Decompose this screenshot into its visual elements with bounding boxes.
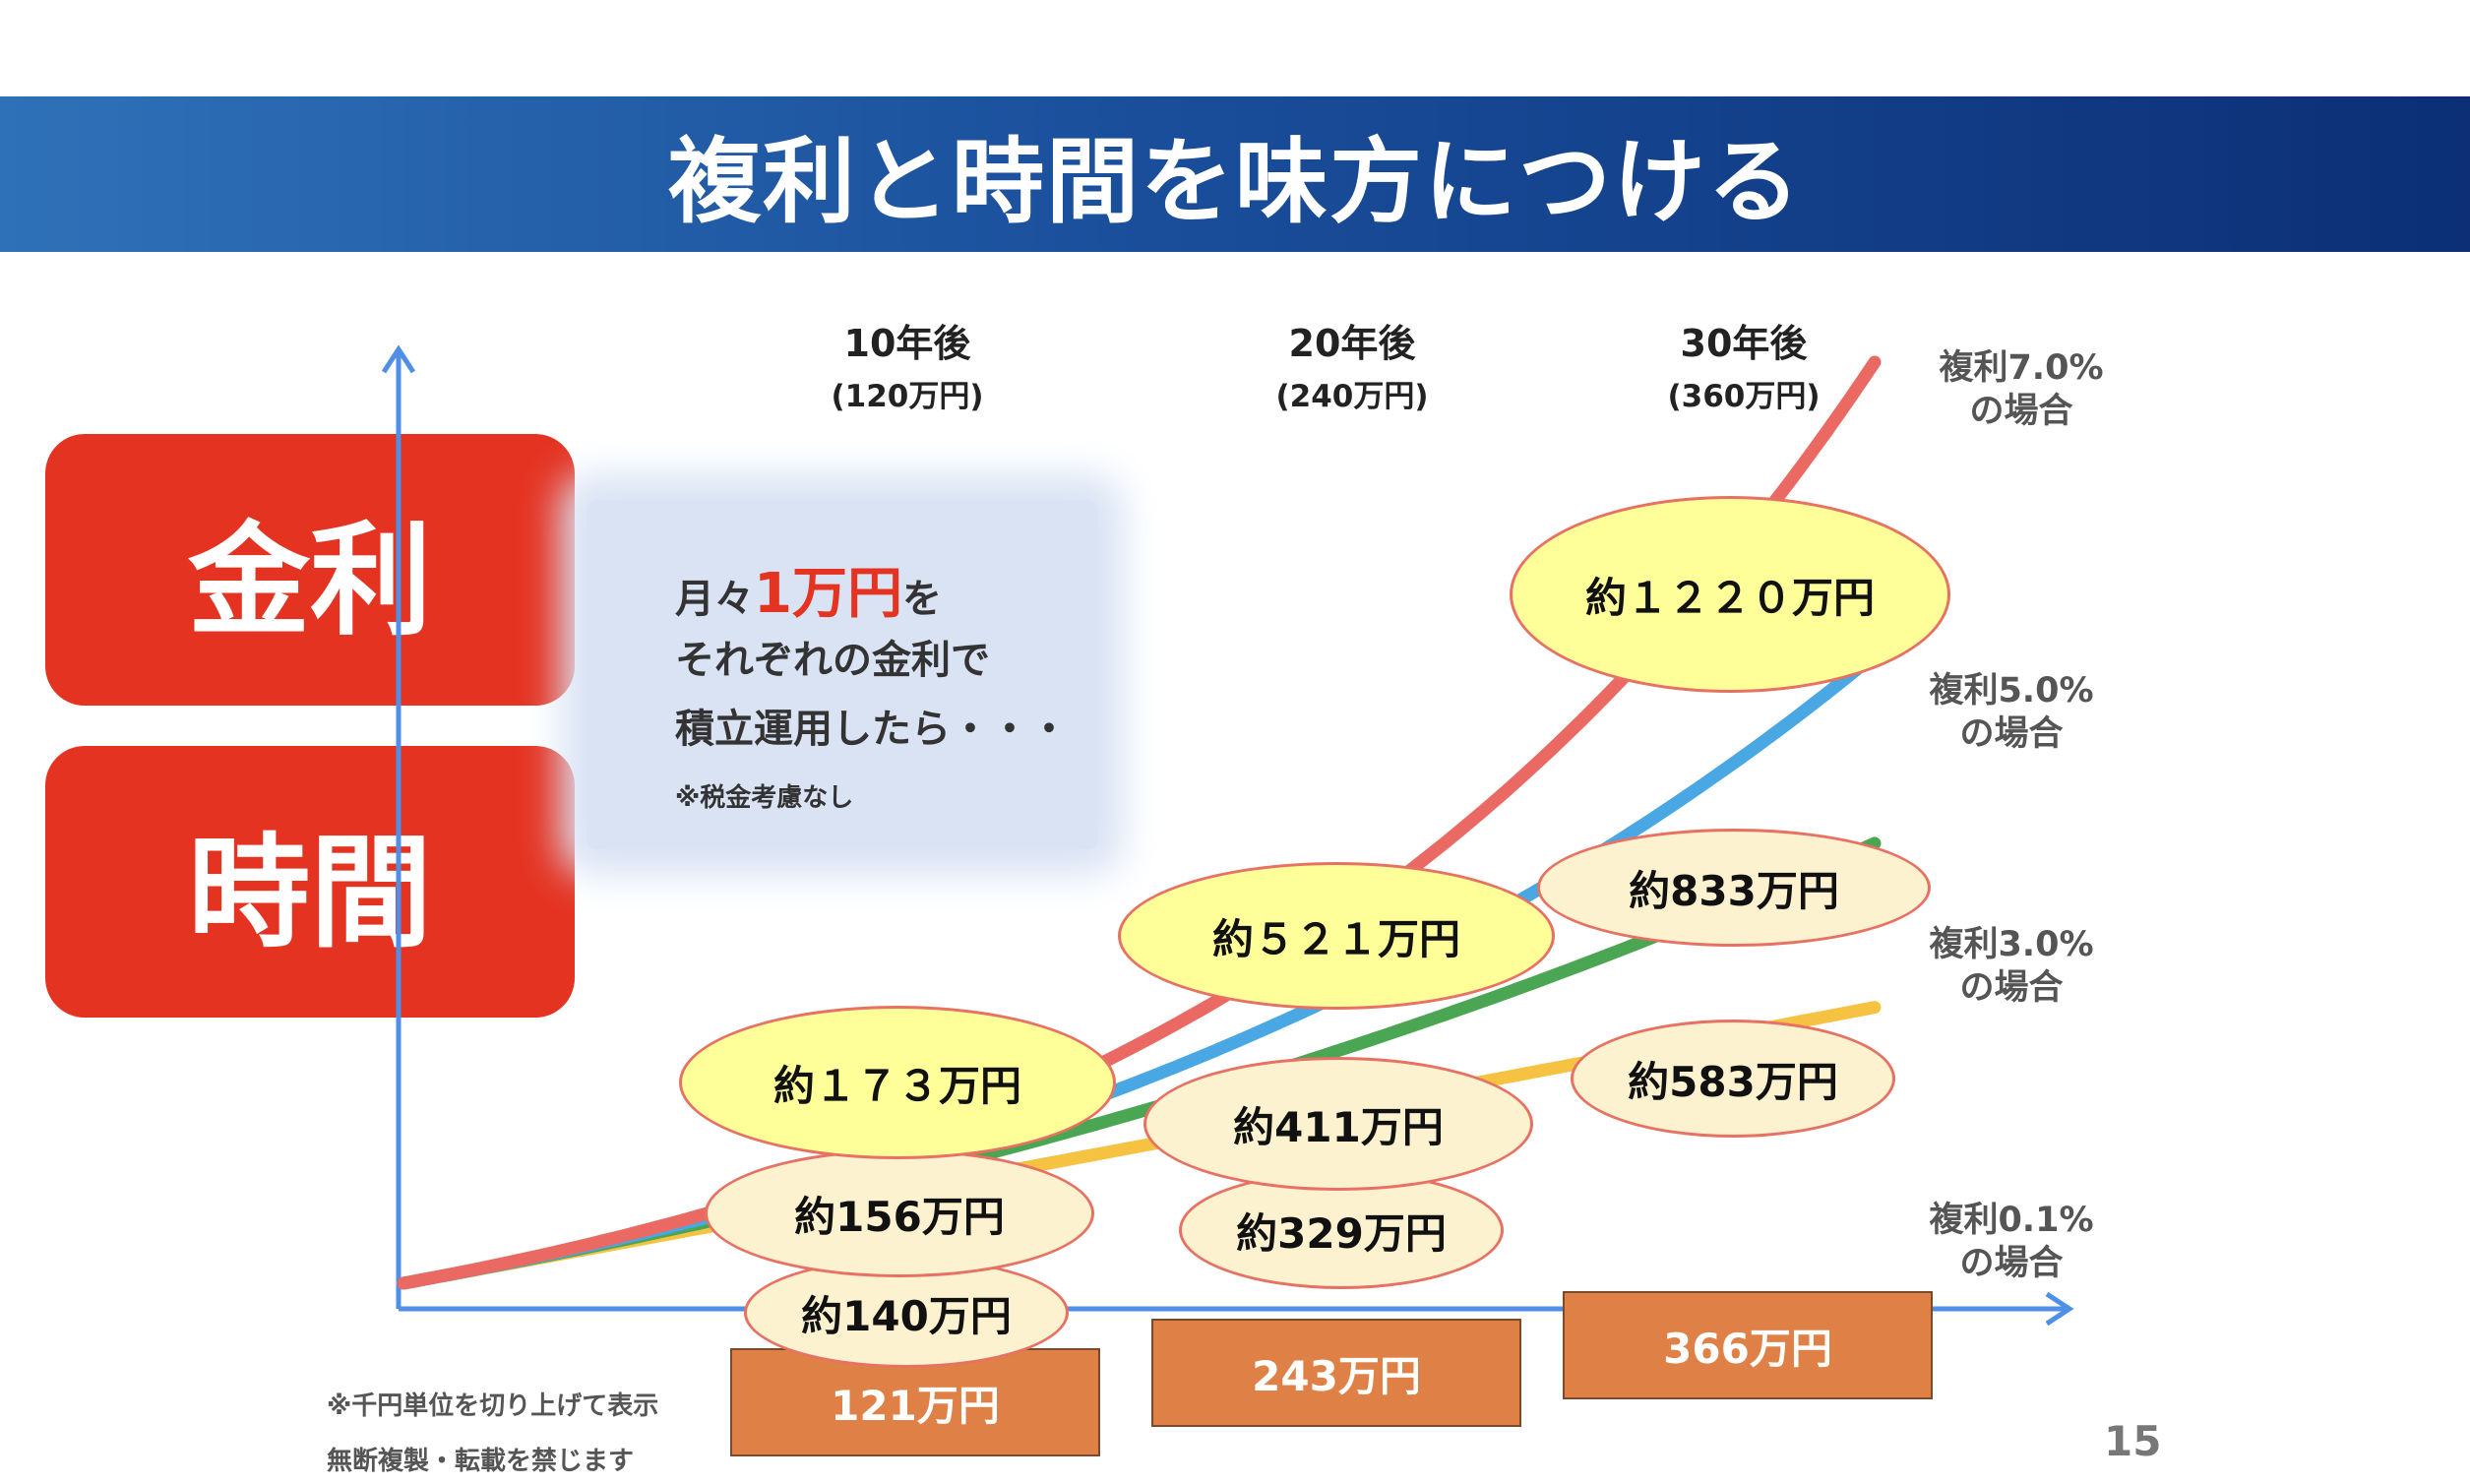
badge-time: 時間 bbox=[45, 746, 575, 1018]
rate-label-7: 複利7.0% の場合 bbox=[1913, 346, 2130, 433]
value-bubble-3-20y: 約329万円 bbox=[1179, 1171, 1504, 1289]
period-label: 30年後 bbox=[1680, 322, 1808, 365]
value-bubble-5-10y: 約156万円 bbox=[705, 1149, 1094, 1277]
period-principal: (360万円) bbox=[1667, 379, 1821, 414]
footnote-rounding: ※千円単位を切り上げて表示 bbox=[327, 1391, 659, 1421]
rate-label-3: 複利3.0% の場合 bbox=[1903, 923, 2120, 1010]
info-box bbox=[587, 500, 1098, 849]
value-bubble-7-10y: 約１７３万円 bbox=[679, 1006, 1116, 1159]
period-label: 20年後 bbox=[1288, 322, 1416, 365]
value-bubble-7-30y: 約１２２０万円 bbox=[1510, 496, 1950, 693]
info-line-2: それぞれの金利で bbox=[675, 638, 990, 683]
value-box-01-30y: 366万円 bbox=[1563, 1291, 1933, 1399]
info-prefix: 月々 bbox=[675, 577, 754, 622]
period-label: 10年後 bbox=[843, 322, 971, 365]
rate-sub: の場合 bbox=[1969, 392, 2073, 431]
rate-sub: の場合 bbox=[1959, 968, 2064, 1008]
series-line-5 bbox=[397, 649, 1882, 1290]
info-highlight: 1万円 bbox=[754, 562, 902, 626]
rate-name: 複利0.1% bbox=[1929, 1201, 2094, 1240]
y-axis-arrow bbox=[381, 344, 416, 374]
page-title: 複利と時間を味方につける bbox=[667, 129, 1802, 236]
period-20y: 20年後 (240万円) bbox=[1224, 313, 1480, 415]
badge-interest-rate: 金利 bbox=[45, 434, 575, 706]
rate-label-01: 複利0.1% の場合 bbox=[1903, 1199, 2120, 1285]
value-bubble-7-20y: 約５２１万円 bbox=[1118, 862, 1555, 1010]
rate-name: 複利5.0% bbox=[1929, 671, 2094, 711]
x-axis-arrow bbox=[2045, 1291, 2074, 1327]
value-box-01-10y: 121万円 bbox=[730, 1348, 1100, 1456]
footnote-copyright: 無断複製・転載を禁じます bbox=[327, 1447, 635, 1476]
value-box-01-20y: 243万円 bbox=[1151, 1319, 1521, 1427]
rate-name: 複利3.0% bbox=[1929, 925, 2094, 964]
period-30y: 30年後 (360万円) bbox=[1616, 313, 1872, 415]
info-suffix: を bbox=[901, 577, 942, 622]
info-line-3: 積立運用したら・・・ bbox=[675, 707, 1069, 752]
rate-sub: の場合 bbox=[1959, 1244, 2064, 1283]
title-bar: 複利と時間を味方につける bbox=[0, 96, 2470, 252]
rate-label-5: 複利5.0% の場合 bbox=[1903, 669, 2120, 756]
value-bubble-3-30y: 約583万円 bbox=[1571, 1020, 1895, 1138]
info-note: ※税金考慮なし bbox=[675, 783, 854, 813]
period-principal: (240万円) bbox=[1275, 379, 1429, 414]
page-number: 15 bbox=[2104, 1417, 2162, 1465]
value-bubble-5-30y: 約833万円 bbox=[1537, 829, 1931, 947]
rate-sub: の場合 bbox=[1959, 714, 2064, 754]
period-principal: (120万円) bbox=[831, 379, 984, 414]
value-bubble-5-20y: 約411万円 bbox=[1143, 1057, 1533, 1191]
period-10y: 10年後 (120万円) bbox=[779, 313, 1035, 415]
info-line-1: 月々1万円を bbox=[675, 549, 942, 629]
rate-name: 複利7.0% bbox=[1939, 348, 2104, 388]
